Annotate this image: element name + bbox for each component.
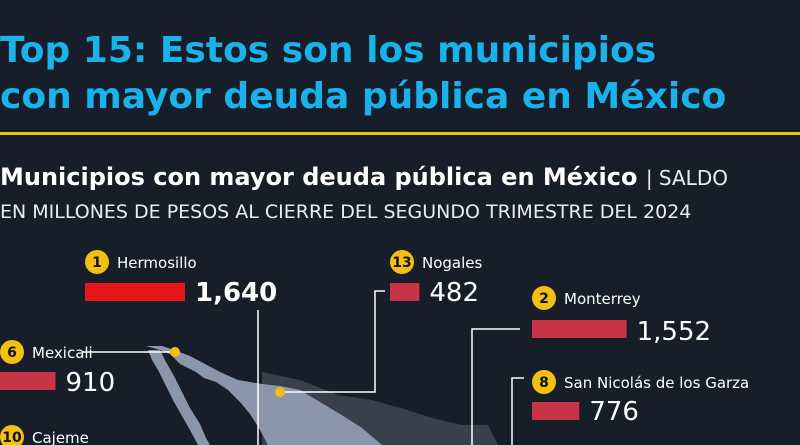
city-label: Mexicali — [32, 344, 93, 362]
rank-number: 8 — [539, 375, 549, 391]
location-dot — [275, 387, 285, 397]
row-san-nicolás-de-los-garza: 8 San Nicolás de los Garza 776 — [532, 370, 749, 427]
leader-line — [280, 290, 385, 393]
row-nogales: 13 Nogales 482 — [390, 250, 483, 308]
title-line-2: con mayor deuda pública en México — [0, 76, 727, 117]
chart-units: EN MILLONES DE PESOS AL CIERRE DEL SEGUN… — [0, 201, 692, 223]
location-dot — [170, 347, 180, 357]
value-label: 776 — [589, 397, 639, 427]
row-mexicali: 6 Mexicali 910 — [0, 340, 115, 398]
bar — [0, 372, 56, 390]
rank-number: 6 — [7, 345, 17, 361]
bar — [390, 283, 420, 301]
value-label: 1,552 — [637, 317, 711, 347]
rank-badge — [0, 425, 24, 445]
rank-badge — [85, 250, 109, 274]
chart-rows: 1 Hermosillo 1,640 13 Nogales 482 2 Monterrey 1,… — [0, 250, 749, 445]
baja-california — [148, 350, 210, 445]
rank-badge — [0, 340, 24, 364]
title-divider — [0, 132, 800, 135]
rank-number: 2 — [539, 291, 549, 307]
row-hermosillo: 1 Hermosillo 1,640 — [85, 250, 277, 308]
subtitle-note: | SALDO — [645, 166, 728, 190]
page-title: Top 15: Estos son los municipios con may… — [0, 28, 800, 120]
rank-number: 1 — [92, 255, 102, 271]
mexico-map — [146, 346, 498, 445]
bar — [532, 402, 580, 420]
value-label: 482 — [429, 278, 479, 308]
rank-number: 10 — [2, 430, 22, 445]
row-monterrey: 2 Monterrey 1,552 — [532, 286, 711, 347]
value-label: 1,640 — [195, 278, 277, 308]
chart-subtitle: Municipios con mayor deuda pública en Mé… — [0, 162, 800, 193]
city-label: Hermosillo — [117, 254, 197, 272]
leader-lines — [82, 290, 524, 445]
rank-badge — [532, 286, 556, 310]
city-label: San Nicolás de los Garza — [564, 374, 749, 392]
value-label: 910 — [65, 368, 115, 398]
city-label: Cajeme — [32, 429, 89, 445]
leader-line — [471, 328, 520, 445]
title-line-1: Top 15: Estos son los municipios — [0, 30, 657, 71]
map-region-light — [146, 346, 382, 445]
bar — [532, 320, 627, 338]
subtitle-main: Municipios con mayor deuda pública en Mé… — [0, 163, 638, 191]
bar — [85, 283, 185, 301]
row-cajeme: 10 Cajeme — [0, 425, 89, 445]
city-label: Monterrey — [564, 290, 641, 308]
rank-badge — [532, 370, 556, 394]
leader-line — [511, 377, 524, 445]
rank-badge — [390, 250, 414, 274]
city-label: Nogales — [422, 254, 483, 272]
rank-number: 13 — [392, 255, 411, 271]
